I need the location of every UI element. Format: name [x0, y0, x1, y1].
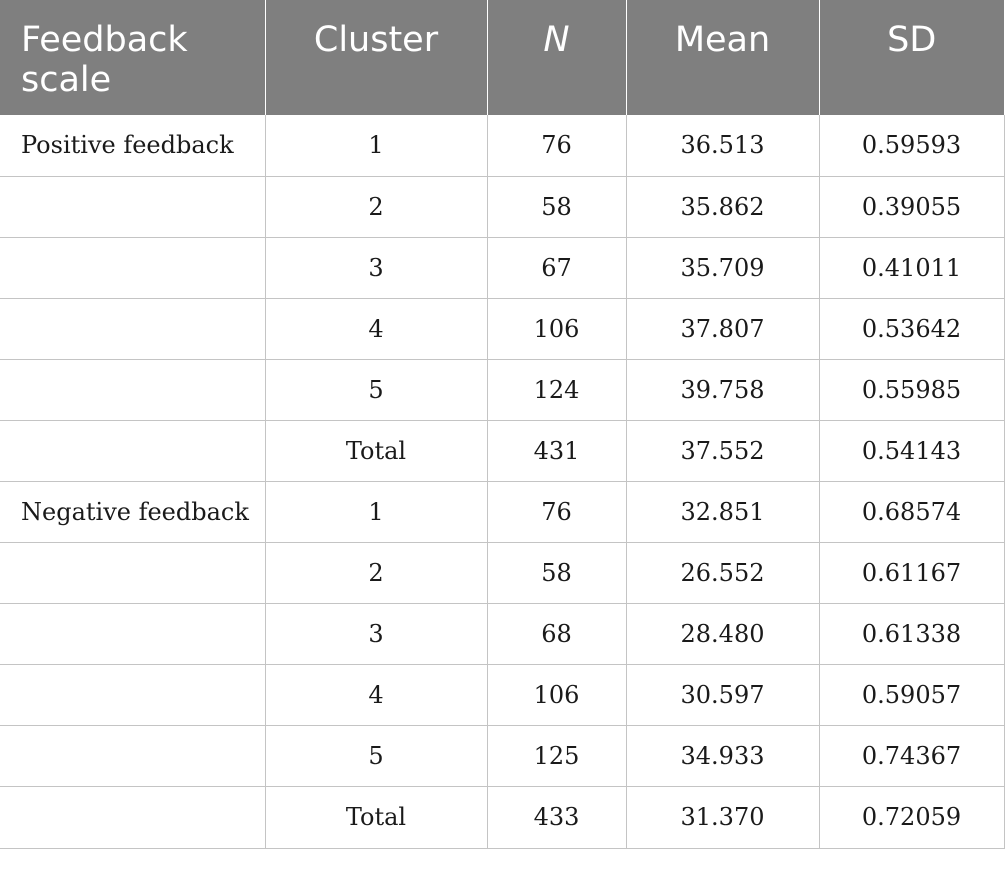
- table-row: 2 58 26.552 0.61167: [0, 542, 1005, 604]
- cell-scale: [0, 786, 265, 849]
- cell-scale: [0, 603, 265, 665]
- table-row: 4 106 30.597 0.59057: [0, 664, 1005, 726]
- cell-scale: [0, 664, 265, 726]
- cell-scale: [0, 359, 265, 421]
- cell-cluster: 3: [264, 603, 487, 665]
- feedback-cluster-table: Feedback scale Cluster N Mean SD Positiv…: [0, 0, 1005, 849]
- cell-cluster: Total: [264, 420, 487, 482]
- cell-sd: 0.53642: [818, 298, 1005, 360]
- cell-n: 433: [486, 786, 626, 849]
- header-n: N: [486, 0, 626, 115]
- cell-sd: 0.41011: [818, 237, 1005, 299]
- cell-mean: 36.513: [625, 115, 819, 177]
- cell-scale: [0, 237, 265, 299]
- header-cluster: Cluster: [264, 0, 487, 115]
- cell-n: 67: [486, 237, 626, 299]
- cell-scale: [0, 176, 265, 238]
- table-row: Total 431 37.552 0.54143: [0, 420, 1005, 482]
- cell-n: 76: [486, 481, 626, 543]
- cell-mean: 32.851: [625, 481, 819, 543]
- cell-mean: 35.709: [625, 237, 819, 299]
- table-row: 4 106 37.807 0.53642: [0, 298, 1005, 360]
- cell-n: 124: [486, 359, 626, 421]
- cell-mean: 26.552: [625, 542, 819, 604]
- table-row: 5 124 39.758 0.55985: [0, 359, 1005, 421]
- cell-n: 68: [486, 603, 626, 665]
- cell-mean: 30.597: [625, 664, 819, 726]
- cell-sd: 0.55985: [818, 359, 1005, 421]
- cell-mean: 34.933: [625, 725, 819, 787]
- cell-mean: 37.807: [625, 298, 819, 360]
- cell-sd: 0.74367: [818, 725, 1005, 787]
- cell-n: 431: [486, 420, 626, 482]
- header-row: Feedback scale Cluster N Mean SD: [0, 0, 1004, 115]
- cell-scale: [0, 725, 265, 787]
- header-sd: SD: [818, 0, 1004, 115]
- table-row: 2 58 35.862 0.39055: [0, 176, 1005, 238]
- cell-n: 106: [486, 298, 626, 360]
- cell-n: 58: [486, 176, 626, 238]
- cell-cluster: 4: [264, 298, 487, 360]
- cell-n: 76: [486, 115, 626, 177]
- table-row: 5 125 34.933 0.74367: [0, 725, 1005, 787]
- cell-mean: 37.552: [625, 420, 819, 482]
- table-row: Negative feedback 1 76 32.851 0.68574: [0, 481, 1005, 543]
- cell-sd: 0.61338: [818, 603, 1005, 665]
- cell-sd: 0.39055: [818, 176, 1005, 238]
- cell-sd: 0.68574: [818, 481, 1005, 543]
- cell-sd: 0.61167: [818, 542, 1005, 604]
- cell-scale: Positive feedback: [0, 115, 265, 177]
- cell-n: 106: [486, 664, 626, 726]
- cell-cluster: Total: [264, 786, 487, 849]
- cell-cluster: 4: [264, 664, 487, 726]
- cell-cluster: 1: [264, 115, 487, 177]
- cell-mean: 31.370: [625, 786, 819, 849]
- cell-cluster: 1: [264, 481, 487, 543]
- cell-cluster: 5: [264, 725, 487, 787]
- header-feedback-scale: Feedback scale: [0, 0, 265, 115]
- table-row: Total 433 31.370 0.72059: [0, 786, 1005, 849]
- cell-mean: 39.758: [625, 359, 819, 421]
- header-mean: Mean: [625, 0, 819, 115]
- cell-n: 58: [486, 542, 626, 604]
- cell-sd: 0.59057: [818, 664, 1005, 726]
- table-row: 3 68 28.480 0.61338: [0, 603, 1005, 665]
- table-row: 3 67 35.709 0.41011: [0, 237, 1005, 299]
- cell-sd: 0.54143: [818, 420, 1005, 482]
- cell-cluster: 2: [264, 542, 487, 604]
- cell-scale: [0, 298, 265, 360]
- cell-cluster: 3: [264, 237, 487, 299]
- cell-cluster: 5: [264, 359, 487, 421]
- cell-n: 125: [486, 725, 626, 787]
- table-row: Positive feedback 1 76 36.513 0.59593: [0, 115, 1005, 177]
- cell-sd: 0.59593: [818, 115, 1005, 177]
- cell-mean: 35.862: [625, 176, 819, 238]
- cell-mean: 28.480: [625, 603, 819, 665]
- cell-sd: 0.72059: [818, 786, 1005, 849]
- cell-scale: [0, 542, 265, 604]
- cell-scale: [0, 420, 265, 482]
- cell-cluster: 2: [264, 176, 487, 238]
- cell-scale: Negative feedback: [0, 481, 265, 543]
